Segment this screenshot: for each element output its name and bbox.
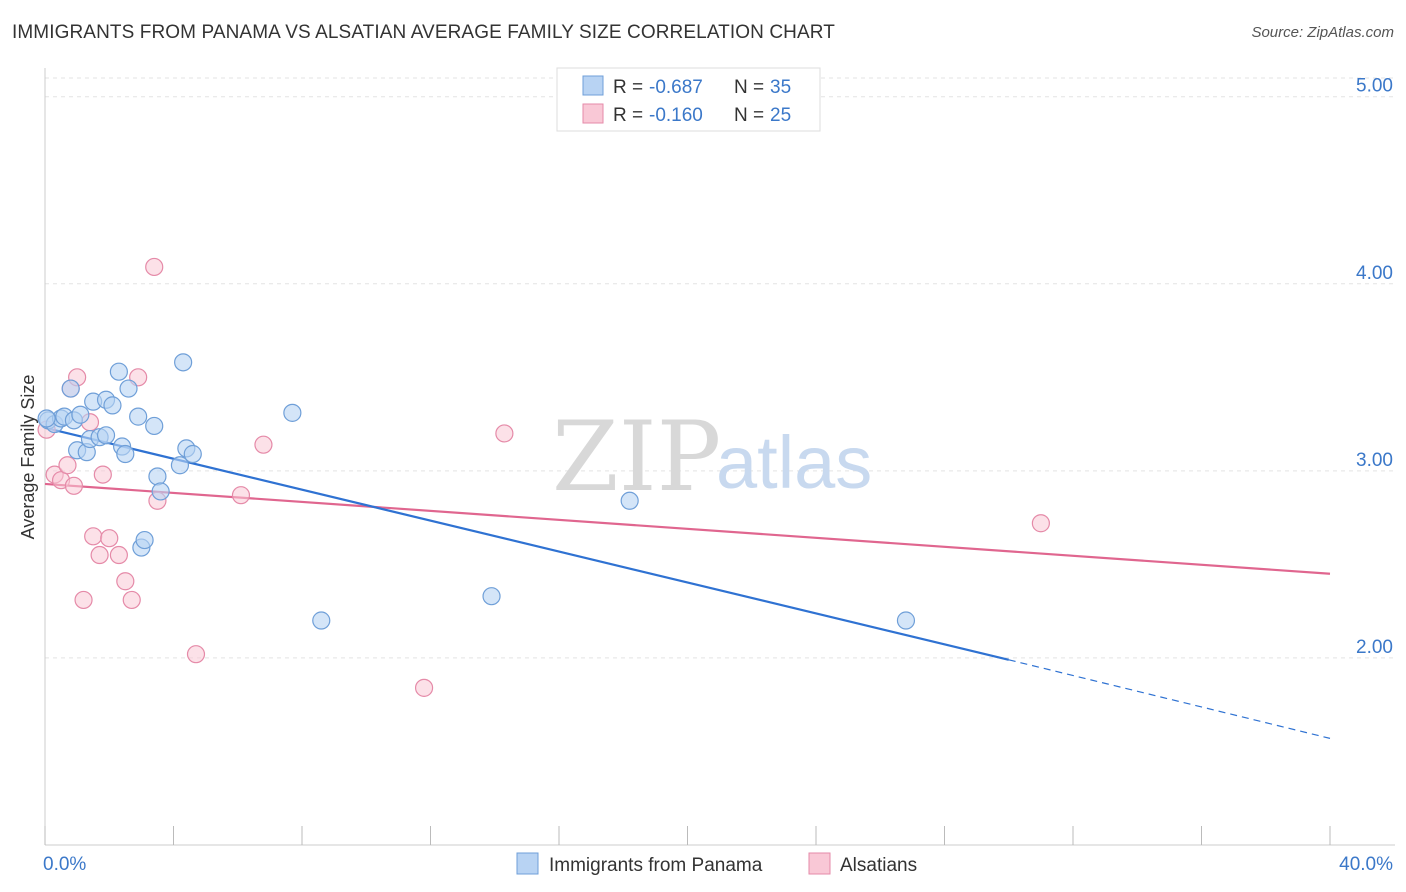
point-alsatians [84, 527, 103, 546]
point-panama [482, 587, 501, 606]
grid-lines [45, 77, 1395, 659]
source-label: Source: ZipAtlas.com [1251, 24, 1394, 41]
point-panama [116, 444, 135, 464]
point-alsatians [1031, 514, 1050, 533]
point-panama [148, 467, 167, 486]
trend-line-panama [44, 426, 1010, 661]
watermark-atlas: atlas [716, 421, 872, 504]
point-panama [170, 456, 190, 475]
legend-n-value-alsatians: 25 [770, 105, 791, 126]
point-alsatians [116, 572, 135, 591]
legend-series: Immigrants from Panama Alsatians [516, 852, 917, 876]
y-tick-label: 5.00 [1356, 76, 1393, 97]
point-panama [119, 379, 138, 398]
point-panama [183, 444, 202, 464]
y-axis-label: Average Family Size [18, 375, 38, 540]
watermark: ZIP atlas [552, 401, 872, 513]
y-tick-label: 2.00 [1356, 637, 1393, 658]
trend-lines [44, 426, 1331, 739]
point-alsatians [145, 257, 164, 277]
legend-r-value-panama: -0.687 [649, 77, 703, 98]
legend-n-label-alsatians: N = [734, 105, 764, 126]
legend-n-label-panama: N = [734, 77, 764, 98]
point-alsatians [93, 465, 112, 484]
point-alsatians [100, 529, 119, 548]
point-alsatians [74, 590, 93, 610]
point-panama [61, 379, 80, 398]
legend-series-swatch-panama [516, 852, 539, 875]
y-tick-label: 3.00 [1356, 450, 1393, 471]
point-alsatians [231, 486, 251, 505]
point-panama [96, 426, 116, 445]
point-alsatians [58, 456, 77, 475]
legend-r-value-alsatians: -0.160 [649, 105, 703, 126]
legend-series-swatch-alsatians [808, 852, 831, 875]
point-alsatians [254, 435, 273, 454]
legend-series-label-panama: Immigrants from Panama [549, 855, 763, 876]
chart-title: IMMIGRANTS FROM PANAMA VS ALSATIAN AVERA… [12, 22, 835, 43]
legend-r-label-alsatians: R = [613, 105, 643, 126]
point-panama [129, 407, 148, 426]
point-panama [174, 353, 193, 372]
point-alsatians [414, 678, 434, 697]
legend-r-label-panama: R = [613, 77, 643, 98]
legend-swatch-panama [582, 75, 604, 96]
point-panama [37, 409, 56, 428]
legend-swatch-alsatians [582, 103, 604, 124]
point-alsatians [109, 545, 128, 565]
point-alsatians [495, 424, 514, 443]
point-panama [135, 530, 154, 550]
point-panama [896, 611, 916, 630]
point-alsatians [186, 645, 206, 664]
data-points [37, 257, 1050, 697]
legend-stats: R = -0.687 N = 35 R = -0.160 N = 25 [556, 67, 821, 132]
point-panama [145, 416, 164, 436]
point-panama [151, 482, 170, 501]
tick-labels: 2.00 3.00 4.00 5.00 0.0% 40.0% [43, 76, 1393, 875]
x-tick-label: 40.0% [1339, 854, 1393, 875]
point-panama [620, 491, 639, 510]
watermark-zip: ZIP [552, 401, 721, 513]
x-tick-label: 0.0% [43, 854, 86, 875]
point-alsatians [90, 545, 109, 565]
point-panama [109, 362, 128, 381]
trend-line-panama-extension [1008, 659, 1331, 739]
point-panama [71, 405, 90, 424]
point-alsatians [64, 476, 84, 495]
trend-line-alsatians [44, 482, 1331, 575]
legend-n-value-panama: 35 [770, 77, 791, 98]
axes [44, 68, 1395, 846]
point-panama [283, 403, 302, 422]
point-alsatians [122, 590, 141, 610]
legend-series-label-alsatians: Alsatians [840, 855, 917, 876]
point-panama [103, 396, 122, 415]
point-panama [312, 611, 331, 630]
y-tick-label: 4.00 [1356, 263, 1393, 284]
